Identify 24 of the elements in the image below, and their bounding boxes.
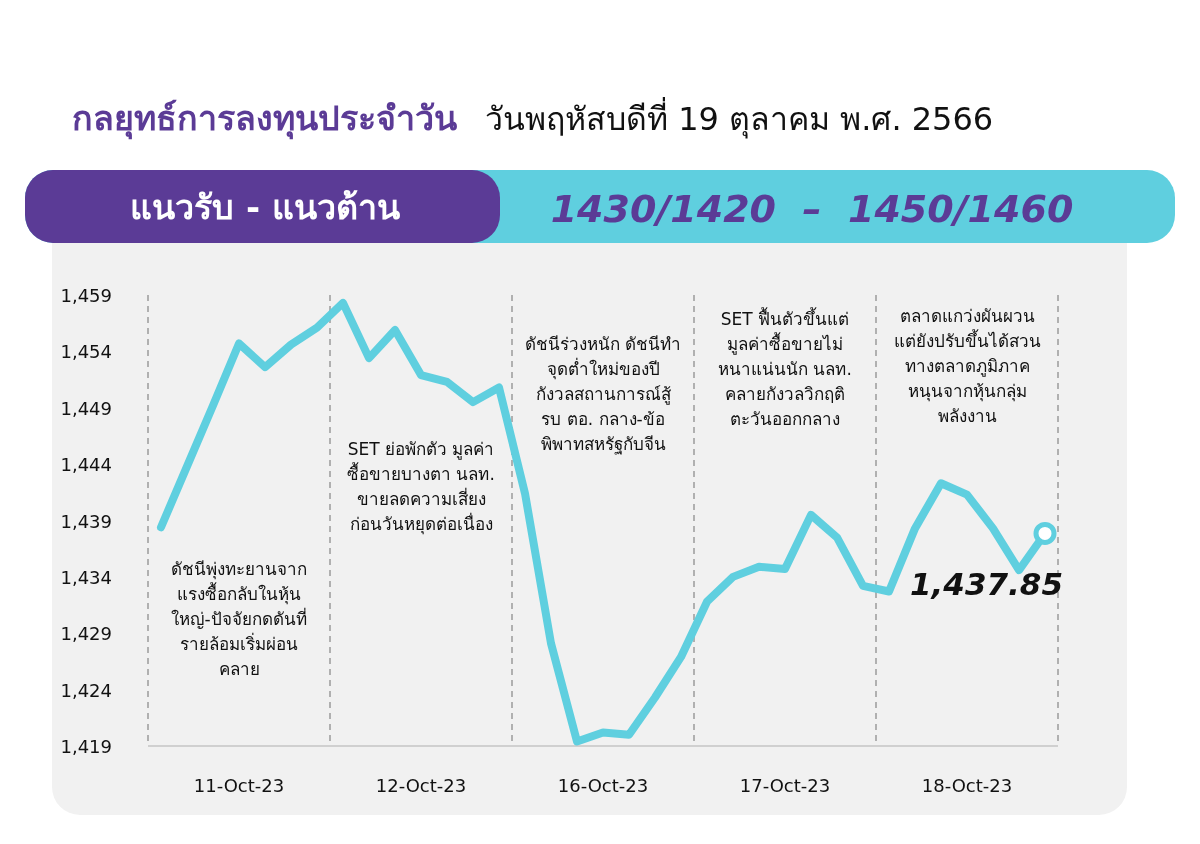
y-tick-label: 1,444 — [60, 454, 112, 476]
annotation: SET ย่อพักตัว มูลค่า ซื้อขายบางตา นลท. ขายลดความเสี่ยง ก่อนวันหยุดต่อเนื่อง — [347, 439, 495, 535]
x-tick-label: 18-Oct-23 — [921, 775, 1013, 796]
chart-subtitle: วันพฤหัสบดีที่ 19 ตุลาคม พ.ศ. 2566 — [485, 97, 994, 139]
y-tick-label: 1,419 — [60, 736, 112, 757]
annotation: ดัชนีพุ่งทะยานจาก แรงซื้อกลับในหุ้น ใหญ่-ปัจจัยกดดันที่ รายล้อมเริ่มผ่อน คลาย — [171, 559, 307, 679]
annotation: ดัชนีร่วงหนัก ดัชนีทำ จุดต่ำใหม่ของปี กังวลสถานการณ์สู้ รบ ตอ. กลาง-ข้อ พิพาทสหรัฐกับจีน — [524, 334, 682, 455]
x-tick-label: 12-Oct-23 — [375, 775, 467, 796]
y-tick-label: 1,459 — [60, 285, 112, 306]
y-tick-label: 1,439 — [60, 510, 112, 532]
text: 1430/1420 – 1450/1460 — [550, 187, 1074, 231]
text: แนวรับ - แนวต้าน — [130, 187, 400, 227]
y-tick-label: 1,449 — [60, 397, 112, 419]
data-label: 1,437.85 — [910, 566, 1063, 603]
y-tick-label: 1,424 — [60, 679, 112, 701]
x-tick-label: 17-Oct-23 — [739, 775, 831, 796]
annotation: SET ฟื้นตัวขึ้นแต่ มูลค่าซื้อขายไม่ หนาแน่นนัก นลท. คลายกังวลวิกฤติ ตะวันออกกลาง — [718, 307, 852, 429]
x-tick-label: 16-Oct-23 — [557, 775, 649, 796]
chart-title: กลยุทธ์การลงทุนประจำวัน — [72, 98, 457, 140]
y-tick-label: 1,429 — [60, 623, 112, 645]
y-tick-label: 1,454 — [60, 341, 112, 363]
x-tick-label: 11-Oct-23 — [193, 775, 285, 796]
annotation: ตลาดแกว่งผันผวน แต่ยังปรับขึ้นได้สวน ทางตลาดภูมิภาค หนุนจากหุ้นกลุ่ม พลังงาน — [893, 306, 1041, 426]
y-tick-label: 1,434 — [60, 566, 112, 588]
